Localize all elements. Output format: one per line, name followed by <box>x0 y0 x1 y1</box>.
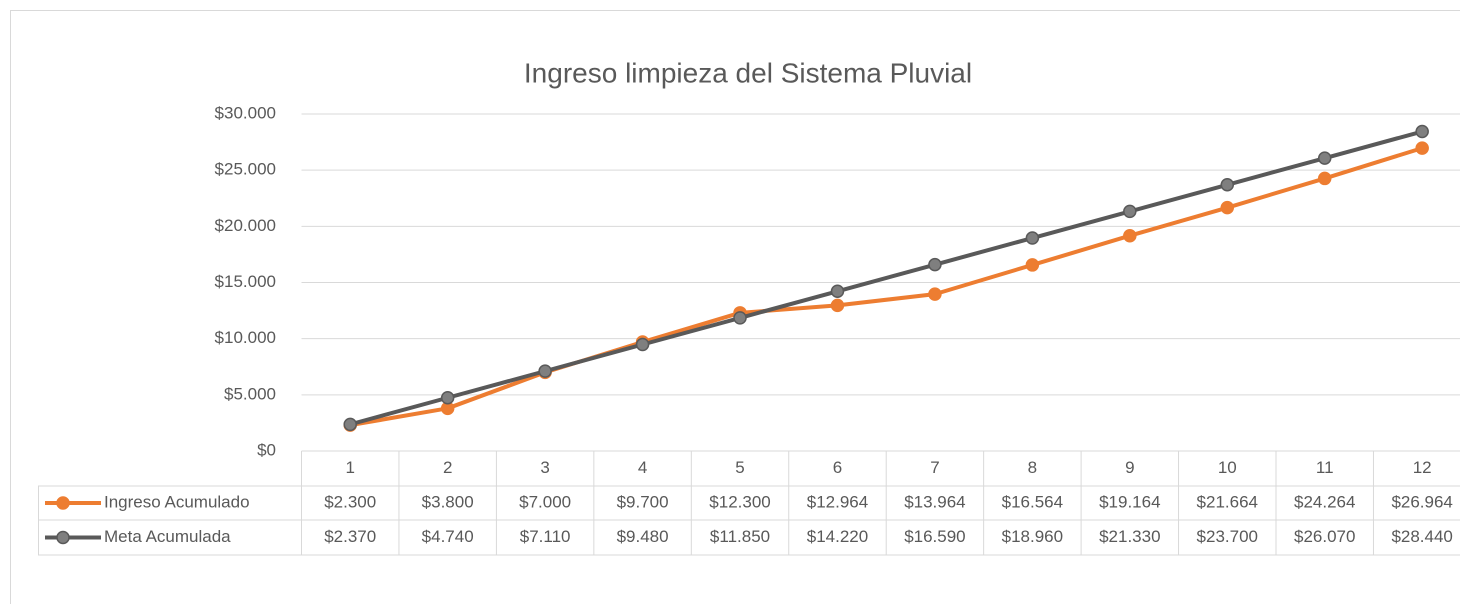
x-tick-label: 2 <box>443 458 452 477</box>
table-value: $2.300 <box>324 492 376 511</box>
table-value: $14.220 <box>807 527 868 546</box>
x-tick-label: 1 <box>345 458 354 477</box>
table-value: $9.700 <box>617 492 669 511</box>
y-tick-label: $10.000 <box>215 328 276 347</box>
table-value: $19.164 <box>1099 492 1160 511</box>
x-tick-label: 6 <box>833 458 842 477</box>
marker <box>440 391 455 405</box>
legend-marker <box>56 496 70 510</box>
x-tick-label: 12 <box>1413 458 1432 477</box>
marker <box>733 311 747 325</box>
table-value: $7.000 <box>519 492 571 511</box>
legend-marker <box>56 530 70 545</box>
table-value: $7.110 <box>520 527 571 546</box>
table-value: $24.264 <box>1294 492 1355 511</box>
marker <box>1123 204 1137 219</box>
marker <box>830 284 845 299</box>
chart-title: Ingreso limpieza del Sistema Pluvial <box>524 57 972 88</box>
marker <box>928 257 942 272</box>
marker <box>928 287 942 301</box>
table-value: $23.700 <box>1197 527 1258 546</box>
x-tick-label: 9 <box>1125 458 1134 477</box>
y-tick-label: $0 <box>257 440 276 459</box>
table-value: $2.370 <box>324 527 376 546</box>
y-tick-label: $20.000 <box>215 216 276 235</box>
marker <box>1025 258 1040 272</box>
marker <box>1415 141 1429 155</box>
table-value: $16.564 <box>1002 492 1063 511</box>
table-value: $26.964 <box>1391 492 1452 511</box>
series-line <box>349 146 1423 428</box>
legend-label: Ingreso Acumulado <box>104 492 250 511</box>
table-value: $28.440 <box>1391 527 1452 546</box>
table-value: $12.964 <box>807 492 868 511</box>
y-tick-label: $15.000 <box>215 272 276 291</box>
table-value: $26.070 <box>1294 527 1355 546</box>
marker <box>830 298 845 313</box>
marker <box>538 364 552 378</box>
x-tick-label: 10 <box>1218 458 1237 477</box>
x-tick-label: 8 <box>1028 458 1037 477</box>
marker <box>1220 200 1235 215</box>
x-tick-label: 11 <box>1316 458 1334 477</box>
marker <box>1317 151 1332 165</box>
marker <box>1025 231 1040 245</box>
marker <box>343 417 357 432</box>
table-value: $11.850 <box>710 527 770 546</box>
table-value: $16.590 <box>904 527 965 546</box>
table-value: $4.740 <box>422 527 474 546</box>
x-tick-label: 4 <box>638 458 647 477</box>
y-tick-label: $25.000 <box>215 160 276 179</box>
marker <box>635 337 650 352</box>
marker <box>1415 124 1429 139</box>
marker <box>1317 171 1332 186</box>
chart-frame <box>10 10 1460 604</box>
table-value: $3.800 <box>422 492 474 511</box>
x-tick-label: 3 <box>540 458 549 477</box>
marker <box>1220 178 1235 192</box>
marker <box>1123 228 1137 243</box>
x-tick-label: 7 <box>930 458 939 477</box>
x-tick-label: 5 <box>735 458 744 477</box>
table-value: $12.300 <box>709 492 770 511</box>
legend-label: Meta Acumulada <box>104 527 231 546</box>
table-value: $21.664 <box>1197 492 1258 511</box>
series-line <box>349 129 1423 427</box>
y-tick-label: $5.000 <box>224 384 276 403</box>
table-value: $18.960 <box>1002 527 1063 546</box>
table-value: $21.330 <box>1099 527 1160 546</box>
table-value: $13.964 <box>904 492 965 511</box>
table-value: $9.480 <box>617 527 669 546</box>
y-tick-label: $30.000 <box>215 103 276 122</box>
